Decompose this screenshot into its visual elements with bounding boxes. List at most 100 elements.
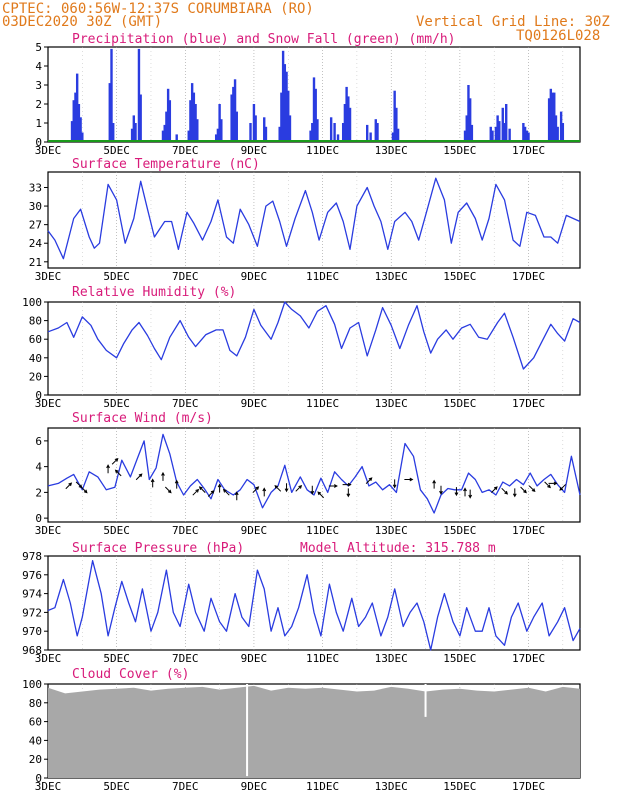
precip-bar: [161, 130, 165, 142]
x-tick-label: 7DEC: [172, 270, 199, 283]
precip-bar: [230, 94, 233, 142]
precip-bar: [72, 100, 75, 142]
precip-bar: [75, 73, 79, 142]
y-tick-label: 40: [29, 734, 42, 747]
precip-bar: [77, 104, 81, 142]
panel-frame: [47, 555, 581, 651]
precip-bar: [494, 126, 498, 142]
precip-bar: [196, 119, 199, 142]
cloud-cover-dip: [424, 684, 427, 717]
precip-bar: [551, 92, 554, 142]
wind-vector-arrow: [198, 486, 206, 493]
wind-vector-arrow: [404, 477, 414, 482]
panel-title: Relative Humidity (%): [72, 285, 236, 300]
precip-bar: [391, 132, 395, 142]
precip-bar: [468, 98, 472, 142]
precip-bar: [189, 100, 192, 142]
precip-bar: [108, 83, 111, 142]
x-tick-label: 9DEC: [241, 524, 268, 537]
precip-bar: [314, 88, 317, 142]
y-tick-label: 974: [22, 588, 42, 601]
series-line: [47, 560, 581, 651]
y-tick-label: 2: [35, 486, 42, 499]
y-tick-label: 21: [29, 256, 42, 269]
y-tick-label: 3: [35, 79, 42, 92]
precip-bar: [252, 104, 256, 142]
precip-bar: [501, 107, 504, 142]
precip-bar: [329, 117, 333, 142]
y-tick-label: 4: [35, 60, 42, 73]
precip-bar: [137, 48, 141, 142]
panel-title: Surface Pressure (hPa): [72, 541, 244, 556]
y-tick-label: 1: [35, 117, 42, 130]
precip-bar: [168, 100, 172, 142]
y-tick-label: 0: [35, 136, 42, 149]
x-tick-label: 11DEC: [306, 270, 339, 283]
panel-title: Surface Wind (m/s): [72, 411, 213, 426]
wind-vector-arrow: [559, 484, 566, 491]
precip-bar: [508, 128, 511, 142]
x-tick-label: 5DEC: [103, 524, 130, 537]
precip-bar: [345, 86, 348, 142]
wind-vector-arrow: [217, 483, 222, 493]
x-tick-label: 11DEC: [306, 780, 339, 793]
precip-bar: [165, 111, 168, 142]
precip-bar: [280, 92, 283, 142]
precip-bar: [554, 115, 558, 142]
x-tick-label: 13DEC: [375, 652, 408, 665]
x-tick-label: 11DEC: [306, 397, 339, 410]
precip-bar: [343, 104, 347, 142]
series-line: [47, 177, 581, 260]
x-tick-label: 13DEC: [375, 524, 408, 537]
y-tick-label: 80: [29, 697, 42, 710]
precip-bar: [130, 128, 134, 142]
wind-vector-arrow: [463, 487, 467, 497]
precip-bar: [70, 121, 74, 142]
wind-vector-arrow: [207, 490, 215, 497]
wind-vector-arrow: [111, 457, 119, 465]
precip-bar: [559, 111, 563, 142]
x-tick-label: 17DEC: [512, 397, 545, 410]
precip-bar: [498, 121, 501, 142]
y-tick-label: 972: [22, 606, 42, 619]
y-tick-label: 978: [22, 550, 42, 563]
wind-vector-arrow: [346, 488, 351, 498]
x-tick-label: 15DEC: [443, 270, 476, 283]
y-tick-label: 0: [35, 389, 42, 402]
precip-bar: [263, 117, 266, 142]
wind-vector-arrow: [164, 486, 172, 494]
wind-vector-arrow: [161, 471, 165, 481]
precip-bar: [235, 111, 238, 142]
precip-bar: [309, 130, 312, 142]
series-line: [47, 433, 581, 514]
x-tick-label: 3DEC: [35, 144, 62, 157]
panel-5: 3DEC 5DEC 7DEC 9DEC 11DEC 13DEC 15DEC 17DEC 0 20 4…: [22, 667, 581, 793]
x-tick-label: 5DEC: [103, 652, 130, 665]
precip-bar: [467, 85, 470, 142]
precip-bar: [333, 123, 336, 142]
precip-bar: [74, 92, 77, 142]
x-tick-label: 15DEC: [443, 524, 476, 537]
precip-bar: [312, 77, 316, 142]
x-tick-label: 17DEC: [512, 270, 545, 283]
y-tick-label: 0: [35, 772, 42, 785]
x-tick-label: 7DEC: [172, 652, 199, 665]
wind-vector-arrow: [234, 491, 239, 501]
wind-vector-arrow: [432, 479, 437, 489]
y-tick-label: 970: [22, 625, 42, 638]
precip-bar: [470, 124, 474, 142]
x-tick-label: 11DEC: [306, 524, 339, 537]
precip-bar: [281, 50, 285, 142]
x-tick-label: 13DEC: [375, 270, 408, 283]
x-tick-label: 15DEC: [443, 652, 476, 665]
precip-bar: [393, 90, 396, 142]
precip-bar: [553, 92, 556, 142]
precip-bar: [220, 119, 223, 142]
wind-vector-arrow: [491, 486, 498, 493]
precip-bar: [527, 132, 530, 142]
precip-bar: [489, 126, 492, 142]
x-tick-label: 3DEC: [35, 397, 62, 410]
precip-bar: [163, 124, 166, 142]
wind-vector-arrow: [548, 481, 558, 486]
wind-vector-arrow: [439, 485, 443, 495]
